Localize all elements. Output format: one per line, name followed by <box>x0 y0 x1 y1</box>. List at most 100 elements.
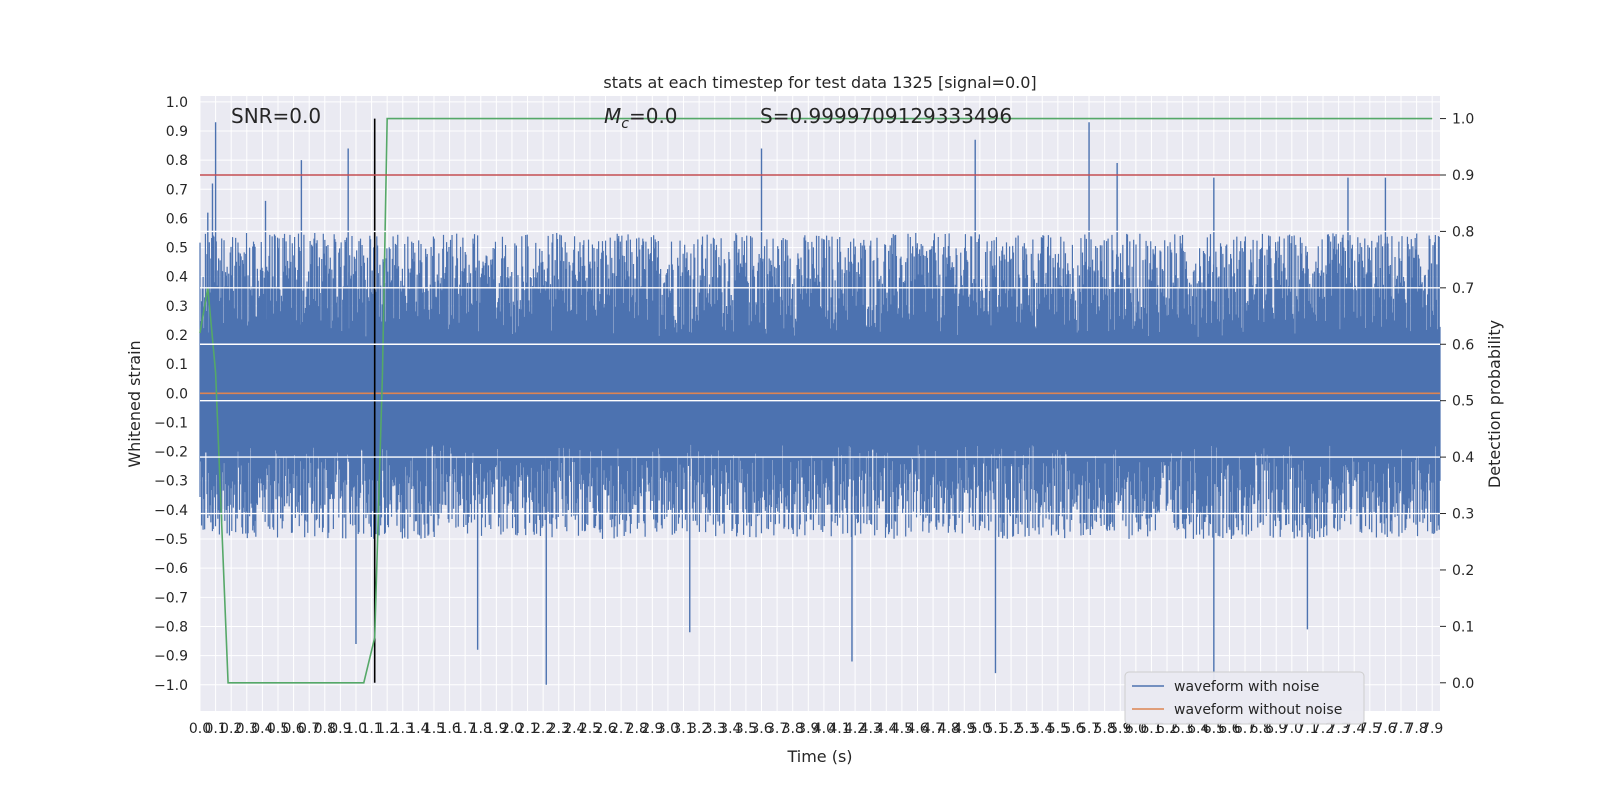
x-tick-label-77: 7.7 <box>1390 721 1412 737</box>
y-tick-label-17: 0.7 <box>166 182 188 198</box>
y2-tick-label-0: 0.0 <box>1452 676 1474 692</box>
x-tick-label-9: 0.9 <box>329 721 351 737</box>
x-tick-label-55: 5.5 <box>1047 721 1069 737</box>
y2-tick-label-4: 0.4 <box>1452 450 1474 466</box>
x-tick-label-3: 0.3 <box>236 721 258 737</box>
x-tick-label-30: 3.0 <box>657 721 679 737</box>
x-tick-label-74: 7.4 <box>1343 721 1365 737</box>
y-tick-label-12: 0.2 <box>166 328 188 344</box>
y2-tick-label-10: 1.0 <box>1452 112 1474 128</box>
x-tick-label-0: 0.0 <box>189 721 211 737</box>
x-tick-label-45: 4.5 <box>891 721 913 737</box>
x-tick-label-2: 0.2 <box>220 721 242 737</box>
x-tick-label-19: 1.9 <box>485 721 507 737</box>
chart-title: stats at each timestep for test data 132… <box>603 73 1036 92</box>
x-tick-label-60: 6.0 <box>1125 721 1147 737</box>
x-tick-label-40: 4.0 <box>813 721 835 737</box>
x-tick-label-42: 4.2 <box>844 721 866 737</box>
x-tick-label-46: 4.6 <box>906 721 928 737</box>
y-tick-label-13: 0.3 <box>166 299 188 315</box>
y2-tick-label-8: 0.8 <box>1452 224 1474 240</box>
x-tick-label-20: 2.0 <box>501 721 523 737</box>
x-tick-label-12: 1.2 <box>376 721 398 737</box>
x-tick-label-68: 6.8 <box>1249 721 1271 737</box>
mc-value: =0.0 <box>629 104 678 128</box>
x-tick-label-5: 0.5 <box>267 721 289 737</box>
x-tick-label-44: 4.4 <box>875 721 897 737</box>
x-tick-label-29: 2.9 <box>641 721 663 737</box>
x-tick-label-23: 2.3 <box>548 721 570 737</box>
x-tick-label-16: 1.6 <box>438 721 460 737</box>
x-tick-label-61: 6.1 <box>1140 721 1162 737</box>
x-tick-label-73: 7.3 <box>1327 721 1349 737</box>
x-tick-label-52: 5.2 <box>1000 721 1022 737</box>
x-tick-label-32: 3.2 <box>688 721 710 737</box>
x-tick-label-1: 0.1 <box>204 721 226 737</box>
x-tick-label-34: 3.4 <box>719 721 741 737</box>
threshold-lines <box>200 174 1440 515</box>
x-tick-label-33: 3.3 <box>704 721 726 737</box>
y-tick-label-14: 0.4 <box>166 270 188 286</box>
x-axis-label: Time (s) <box>786 747 852 766</box>
y2-tick-label-2: 0.2 <box>1452 563 1474 579</box>
x-tick-label-35: 3.5 <box>735 721 757 737</box>
x-tick-label-36: 3.6 <box>750 721 772 737</box>
y-tick-label-9: −0.1 <box>154 415 188 431</box>
x-tick-label-78: 7.8 <box>1405 721 1427 737</box>
x-tick-label-66: 6.6 <box>1218 721 1240 737</box>
y-tick-label-10: 0.0 <box>166 386 188 402</box>
y2-tick-label-1: 0.1 <box>1452 619 1474 635</box>
x-tick-label-65: 6.5 <box>1203 721 1225 737</box>
y-tick-label-18: 0.8 <box>166 153 188 169</box>
x-tick-label-38: 3.8 <box>782 721 804 737</box>
x-tick-label-17: 1.7 <box>454 721 476 737</box>
x-tick-label-53: 5.3 <box>1016 721 1038 737</box>
x-tick-label-25: 2.5 <box>579 721 601 737</box>
x-tick-label-71: 7.1 <box>1296 721 1318 737</box>
y-tick-label-3: −0.7 <box>154 590 188 606</box>
x-tick-label-24: 2.4 <box>563 721 585 737</box>
x-tick-label-7: 0.7 <box>298 721 320 737</box>
x-tick-label-6: 0.6 <box>282 721 304 737</box>
x-tick-label-67: 6.7 <box>1234 721 1256 737</box>
x-tick-label-8: 0.8 <box>314 721 336 737</box>
x-tick-label-57: 5.7 <box>1078 721 1100 737</box>
x-tick-label-51: 5.1 <box>984 721 1006 737</box>
y-tick-label-2: −0.8 <box>154 619 188 635</box>
ticks: 0.00.10.20.30.40.50.60.70.80.91.01.11.21… <box>154 95 1474 737</box>
legend-label-noise: waveform with noise <box>1174 679 1319 695</box>
y-tick-label-16: 0.6 <box>166 211 188 227</box>
y-axis-label: Whitened strain <box>125 340 144 467</box>
y2-tick-label-6: 0.6 <box>1452 337 1474 353</box>
y-tick-label-15: 0.5 <box>166 241 188 257</box>
x-tick-label-64: 6.4 <box>1187 721 1209 737</box>
x-tick-label-26: 2.6 <box>594 721 616 737</box>
x-tick-label-56: 5.6 <box>1062 721 1084 737</box>
y2-tick-label-5: 0.5 <box>1452 394 1474 410</box>
x-tick-label-31: 3.1 <box>672 721 694 737</box>
y-tick-label-6: −0.4 <box>154 503 188 519</box>
y2-axis-label: Detection probability <box>1485 320 1504 488</box>
x-tick-label-11: 1.1 <box>360 721 382 737</box>
x-tick-label-10: 1.0 <box>345 721 367 737</box>
x-tick-label-79: 7.9 <box>1421 721 1443 737</box>
x-tick-label-18: 1.8 <box>470 721 492 737</box>
y-tick-label-11: 0.1 <box>166 357 188 373</box>
x-tick-label-59: 5.9 <box>1109 721 1131 737</box>
x-tick-label-47: 4.7 <box>922 721 944 737</box>
legend-label-clean: waveform without noise <box>1174 702 1342 718</box>
y2-tick-label-9: 0.9 <box>1452 168 1474 184</box>
x-tick-label-4: 0.4 <box>251 721 273 737</box>
x-tick-label-15: 1.5 <box>423 721 445 737</box>
x-tick-label-63: 6.3 <box>1172 721 1194 737</box>
x-tick-label-21: 2.1 <box>516 721 538 737</box>
x-tick-label-49: 4.9 <box>953 721 975 737</box>
mc-subscript: c <box>621 116 629 132</box>
x-tick-label-50: 5.0 <box>969 721 991 737</box>
y2-tick-label-7: 0.7 <box>1452 281 1474 297</box>
legend: waveform with noise waveform without noi… <box>1124 671 1365 725</box>
x-tick-label-28: 2.8 <box>626 721 648 737</box>
x-tick-label-54: 5.4 <box>1031 721 1053 737</box>
x-tick-label-72: 7.2 <box>1312 721 1334 737</box>
